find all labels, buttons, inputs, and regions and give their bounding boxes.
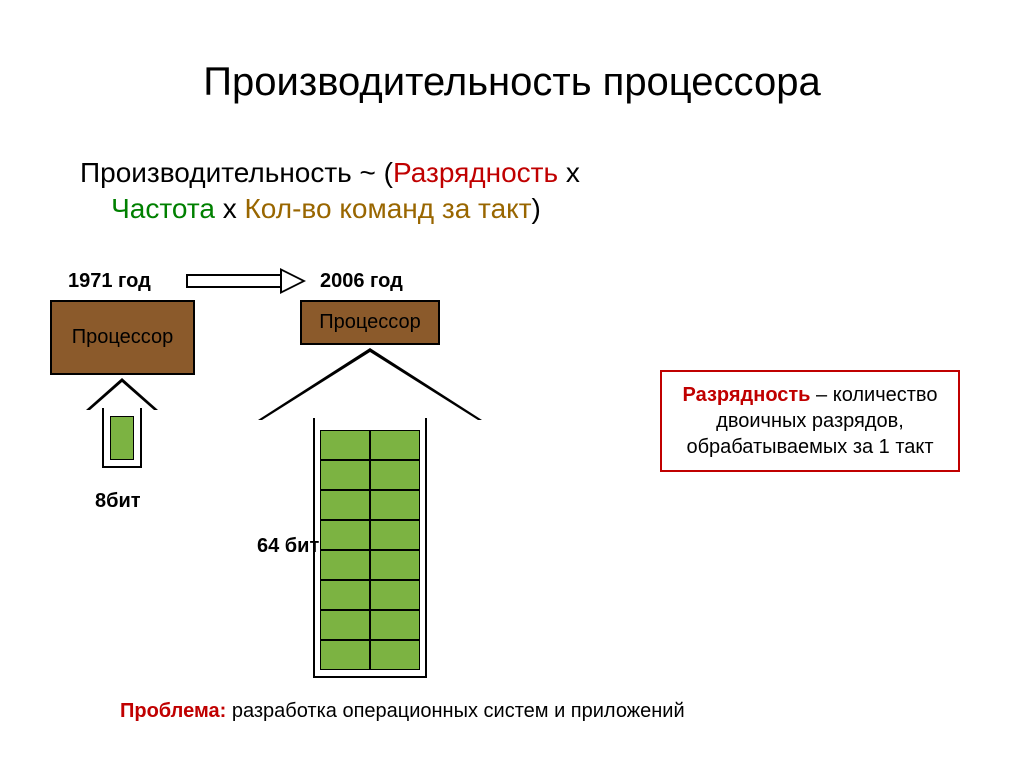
bits-64-label: 64 бит bbox=[257, 535, 319, 558]
formula-term-razryadnost: Разрядность bbox=[393, 157, 558, 188]
problem-label: Проблема: bbox=[120, 700, 226, 722]
year-arrow-icon bbox=[186, 270, 306, 292]
grid-cell bbox=[320, 490, 370, 520]
formula-suffix: ) bbox=[532, 193, 541, 224]
arrow-8bit-cell bbox=[110, 416, 134, 460]
slide-title: Производительность процессора bbox=[0, 60, 1024, 105]
grid-cell bbox=[320, 550, 370, 580]
problem-text: разработка операционных систем и приложе… bbox=[226, 700, 684, 722]
grid-cell bbox=[320, 460, 370, 490]
formula-line: Производительность ~ (Разрядность х Част… bbox=[80, 155, 580, 228]
year-1971-label: 1971 год bbox=[68, 270, 151, 293]
grid-cell bbox=[370, 550, 420, 580]
grid-cell bbox=[320, 430, 370, 460]
grid-cell bbox=[320, 610, 370, 640]
processor-box-2006: Процессор bbox=[300, 300, 440, 345]
formula-prefix: Производительность ~ ( bbox=[80, 157, 393, 188]
grid-cell bbox=[320, 520, 370, 550]
grid-cell bbox=[370, 460, 420, 490]
problem-line: Проблема: разработка операционных систем… bbox=[120, 700, 685, 723]
grid-cell bbox=[370, 520, 420, 550]
formula-mult-1: х bbox=[558, 157, 580, 188]
grid-cell bbox=[370, 640, 420, 670]
grid-cell bbox=[320, 580, 370, 610]
grid-cell bbox=[370, 610, 420, 640]
formula-term-chastota: Частота bbox=[111, 193, 215, 224]
grid-cell bbox=[370, 580, 420, 610]
bits-8-label: 8бит bbox=[95, 490, 141, 513]
definition-term: Разрядность bbox=[683, 384, 811, 406]
formula-mult-2: х bbox=[215, 193, 245, 224]
formula-term-commands: Кол-во команд за такт bbox=[244, 193, 531, 224]
year-2006-label: 2006 год bbox=[320, 270, 403, 293]
grid-cell bbox=[370, 490, 420, 520]
arrow-64bit-grid bbox=[320, 430, 420, 670]
data-arrow-8bit bbox=[86, 378, 158, 478]
grid-cell bbox=[320, 640, 370, 670]
grid-cell bbox=[370, 430, 420, 460]
definition-box: Разрядность – количество двоичных разряд… bbox=[660, 370, 960, 472]
processor-box-1971: Процессор bbox=[50, 300, 195, 375]
